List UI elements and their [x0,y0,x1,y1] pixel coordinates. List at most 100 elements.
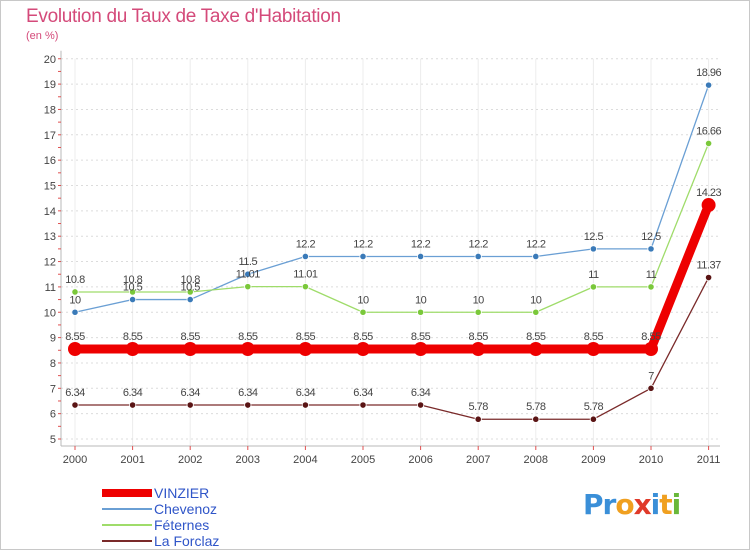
data-point [68,342,82,357]
chart-subtitle: (en %) [26,30,59,42]
data-point [532,308,540,316]
data-point [589,245,598,253]
data-point [301,401,309,409]
data-point [416,308,425,316]
data-label: 6.34 [296,387,316,399]
data-label: 7 [648,370,654,382]
legend-label: VINZIER [154,485,210,501]
data-label: 18.96 [696,67,721,79]
y-tick-label: 6 [50,409,56,421]
data-point [532,415,540,423]
data-point [647,245,655,253]
data-point [647,384,655,392]
data-point [71,308,79,316]
data-point [586,342,601,357]
data-point [532,252,540,261]
data-point [244,283,252,291]
y-tick-label: 15 [44,181,56,193]
data-label: 12.2 [468,238,488,250]
logo-letter: i [671,488,682,521]
data-label: 8.55 [411,331,431,343]
y-tick-label: 9 [50,333,56,345]
x-tick-label: 2010 [639,454,663,466]
y-tick-label: 12 [44,257,56,269]
x-tick-label: 2008 [524,454,548,466]
series-line-chevenoz [74,84,710,313]
legend-swatch-feternes [102,524,152,526]
data-point [125,342,140,357]
y-tick-label: 13 [44,231,56,243]
x-tick-label: 2000 [63,454,87,466]
chart-title: Evolution du Taux de Taxe d'Habitation [26,6,341,27]
data-label: 6.34 [411,387,431,399]
data-label: 5.78 [526,401,546,413]
data-label: 16.66 [696,125,721,137]
data-point [416,252,425,261]
data-label: 10.5 [180,282,200,294]
data-point [704,139,713,148]
logo-letter: P [583,488,604,521]
legend-swatch-chevenoz [102,508,152,510]
data-point [474,308,482,316]
data-point [186,401,194,409]
data-point [701,198,716,213]
data-point [359,401,367,409]
data-label: 6.34 [123,387,143,399]
data-label: 11.01 [293,269,318,281]
data-point [704,273,713,282]
data-label: 10.8 [123,274,143,286]
x-tick-label: 2001 [120,454,144,466]
data-point [474,415,482,423]
data-label: 12.5 [641,231,661,243]
data-point [704,81,713,89]
data-point [647,283,655,291]
data-point [129,288,137,296]
y-tick-label: 7 [50,383,56,395]
x-tick-label: 2009 [581,454,605,466]
data-label: 14.23 [696,187,721,199]
data-point [129,401,137,409]
y-tick-label: 18 [44,104,56,116]
logo-letter: t [659,488,672,521]
logo-letter: i [650,488,661,521]
data-label: 8.55 [65,331,85,343]
data-label: 5.78 [584,401,604,413]
data-label: 10 [69,294,81,306]
data-label: 8.55 [296,331,316,343]
x-tick-label: 2003 [236,454,260,466]
legend-swatch-vinzier [102,489,152,497]
data-point [416,401,425,409]
x-tick-label: 2005 [351,454,375,466]
data-point [359,308,367,316]
data-point [644,342,658,357]
y-tick-label: 17 [44,130,56,142]
y-tick-label: 14 [44,206,56,218]
x-tick-label: 2007 [466,454,490,466]
series-line-la-forclaz [74,276,710,420]
data-point [71,288,79,296]
x-tick-label: 2011 [697,454,721,466]
data-label: 6.34 [238,387,258,399]
data-label: 12.2 [411,238,431,250]
series-line-f-ternes [74,142,710,313]
data-label: 12.2 [296,238,316,250]
data-point [298,342,313,357]
data-label: 12.5 [584,231,604,243]
legend-swatch-la-forclaz [102,540,152,542]
data-label: 8.55 [180,331,200,343]
data-label: 8.55 [468,331,488,343]
y-tick-label: 16 [44,155,56,167]
legend-label: Féternes [154,517,210,533]
y-tick-label: 11 [45,282,56,294]
data-point [183,342,198,357]
data-point [244,401,252,409]
data-label: 11 [646,269,657,281]
data-point [359,252,367,261]
data-label: 8.55 [238,331,258,343]
data-point [528,342,543,357]
y-tick-label: 19 [44,79,56,91]
proxiti-logo: Proxiti [583,488,682,521]
data-point [589,415,598,423]
legend-label: Chevenoz [154,501,218,517]
y-tick-label: 10 [44,307,56,319]
